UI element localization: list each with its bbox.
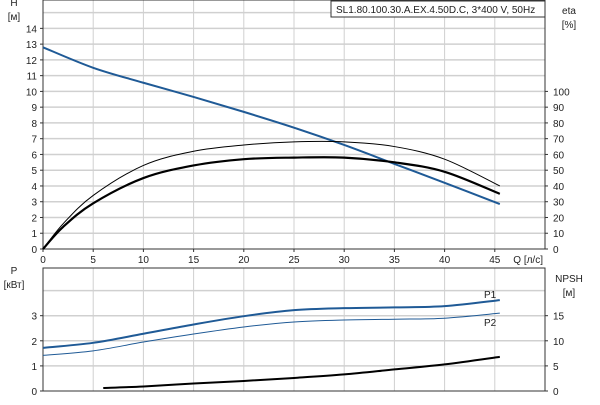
y-tick-label: 0 [31,387,37,398]
x-tick-label: 20 [238,255,250,266]
x-tick-label: 45 [489,255,501,266]
series-line-2 [103,355,500,389]
y-tick-label: 1 [31,229,37,240]
y-tick-label: 4 [31,182,37,193]
y2-tick-label: 80 [553,119,565,130]
series-line-0 [42,46,501,206]
y-tick-label: 6 [31,150,37,161]
y2-axis-label: NPSH [555,274,583,285]
y-tick-label: 5 [31,166,37,177]
plot-frame [42,267,546,392]
y2-tick-label: 100 [553,87,570,98]
y-axis-label: P [11,266,18,277]
y2-tick-label: 10 [553,337,565,348]
y2-tick-label: 70 [553,135,565,146]
x-tick-label: 5 [90,255,96,266]
y2-tick-label: 5 [553,362,559,373]
y2-axis-unit: [%] [562,20,577,31]
p1-label: P1 [484,290,497,301]
x-tick-label: 15 [188,255,200,266]
y2-tick-label: 50 [553,166,565,177]
y2-tick-label: 60 [553,150,565,161]
chart-title: SL1.80.100.30.A.EX.4.50D.C, 3*400 V, 50H… [336,5,535,16]
x-tick-label: 25 [288,255,300,266]
y-tick-label: 8 [31,119,37,130]
y-tick-label: 11 [27,72,38,83]
y-axis-unit: [м] [8,12,21,23]
x-axis-label: Q [л/с] [513,255,543,266]
y2-tick-label: 20 [553,213,565,224]
y2-tick-label: 15 [553,312,565,323]
y-tick-label: 12 [26,56,38,67]
y-tick-label: 1 [31,362,37,373]
y2-tick-label: 30 [553,198,565,209]
series-line-2 [42,140,501,250]
series-line-p2 [42,312,500,356]
y2-axis-unit: [м] [563,288,576,299]
y-tick-label: 9 [31,103,37,114]
y-tick-label: 2 [31,337,37,348]
y2-tick-label: 90 [553,103,565,114]
y-tick-label: 14 [26,24,38,35]
y2-tick-label: 40 [553,182,565,193]
p2-label: P2 [484,318,497,329]
y-tick-label: 10 [26,87,38,98]
y-tick-label: 2 [31,213,37,224]
y-tick-label: 0 [31,245,37,256]
title-box [330,0,546,18]
y2-tick-label: 0 [553,245,559,256]
y-tick-label: 13 [26,40,38,51]
y-tick-label: 3 [31,312,37,323]
head-efficiency-panel: 0123456789101112131401020304050607080901… [8,0,577,266]
y2-axis-label: eta [562,6,576,17]
x-tick-label: 0 [40,255,46,266]
power-npsh-panel: 0 1 2 3 0 5 10 15 P [кВт] NPSH [м] [4,266,583,398]
y2-tick-label: 10 [553,229,565,240]
y-axis-label: H [10,0,17,9]
x-tick-label: 40 [439,255,451,266]
x-tick-label: 10 [138,255,150,266]
series-line-1 [42,156,501,250]
x-tick-label: 30 [339,255,351,266]
y2-tick-label: 0 [553,387,559,398]
x-tick-label: 35 [389,255,401,266]
y-tick-label: 3 [31,198,37,209]
y-tick-label: 7 [31,135,37,146]
y-axis-unit: [кВт] [4,280,25,291]
series-line-p1 [42,299,500,349]
